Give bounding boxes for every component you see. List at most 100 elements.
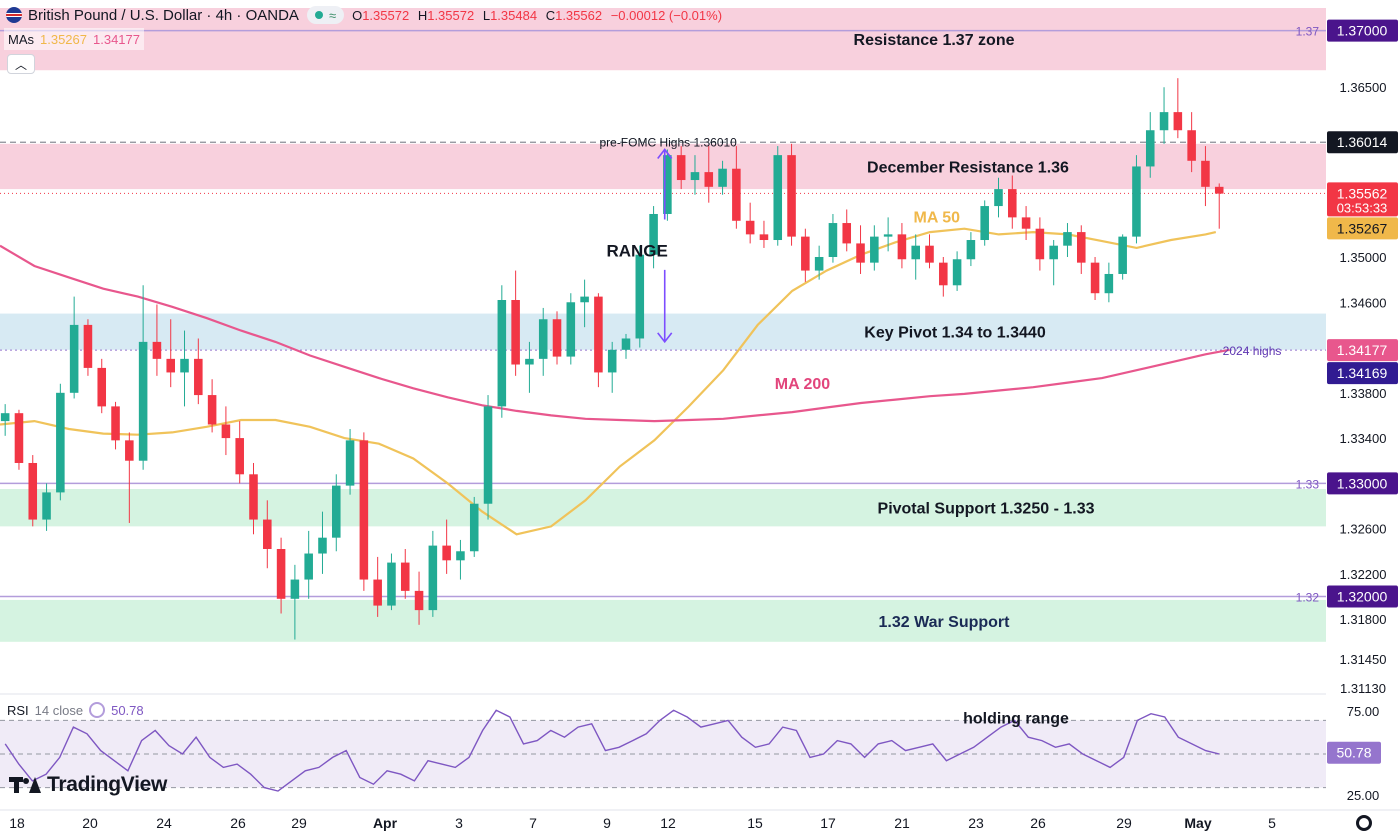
market-open-dot-icon: [314, 11, 323, 19]
candle: [83, 319, 93, 376]
candle-body: [732, 168, 741, 221]
candle-body: [1201, 160, 1210, 187]
candle: [1132, 155, 1141, 244]
range-arrow-head-up: [657, 148, 673, 159]
x-tick-label-7: 7: [529, 815, 537, 831]
tilde-symbol: ≈: [328, 7, 337, 23]
y-tick-label-5: 1.32600: [1340, 522, 1387, 537]
candle-body: [194, 358, 203, 396]
candle-body: [663, 155, 672, 214]
candle: [1063, 223, 1072, 257]
candle: [759, 220, 769, 248]
annotation-3: MA 200: [775, 376, 831, 393]
rsi-legend-value: 50.78: [111, 702, 144, 718]
x-tick-label-0: 18: [9, 815, 25, 831]
price-label-1: [1327, 131, 1398, 154]
candle-body: [235, 438, 244, 475]
candle: [400, 548, 410, 599]
side-label-0: 1.37: [1296, 25, 1320, 39]
candle: [318, 511, 327, 574]
ohlc-open-label: O: [352, 7, 363, 23]
candle: [621, 333, 631, 359]
candle-body: [318, 537, 327, 554]
candle-body: [331, 485, 341, 538]
candle: [97, 358, 107, 414]
symbol-title[interactable]: British Pound / U.S. Dollar · 4h · OANDA: [28, 6, 299, 24]
gear-icon[interactable]: [1356, 815, 1372, 831]
mas-legend[interactable]: MAs 1.35267 1.34177: [4, 28, 144, 50]
y-tick-label-2: 1.34600: [1340, 295, 1387, 310]
candle: [814, 245, 824, 280]
candle: [111, 401, 120, 450]
ohlc-open-value: 1.35572: [362, 7, 410, 23]
candle: [870, 225, 879, 271]
candle: [952, 251, 962, 291]
moving-averages-layer: [0, 227, 1230, 536]
candle: [1187, 112, 1196, 173]
candle-body: [1214, 186, 1224, 194]
candle: [676, 146, 686, 190]
candle-body: [1008, 189, 1017, 218]
candle-body: [870, 236, 879, 263]
candle-body: [263, 519, 272, 549]
x-tick-label-17: 5: [1268, 815, 1276, 831]
candle-body: [152, 341, 162, 359]
candle-body: [1187, 130, 1196, 161]
annotation-1: RANGE: [606, 241, 667, 260]
candle-body: [690, 172, 700, 181]
candle-body: [83, 324, 93, 368]
candle: [442, 519, 451, 574]
candle: [69, 296, 79, 399]
candle-body: [911, 245, 920, 260]
candle-body: [580, 296, 589, 303]
collapse-legend-button[interactable]: ︿: [7, 54, 35, 74]
ohlc-close-label: C: [545, 7, 556, 23]
tradingview-logo[interactable]: TradingView: [9, 772, 167, 798]
candle-body: [456, 551, 465, 561]
candle-body: [166, 358, 175, 373]
candle: [1118, 234, 1127, 280]
x-tick-label-1: 20: [82, 815, 98, 831]
rsi-circle-icon[interactable]: [89, 702, 106, 718]
side-label-6: 1.33: [1296, 477, 1320, 491]
ma200-legend-value: 1.34177: [93, 31, 140, 47]
candle-body: [111, 406, 120, 441]
candle: [1035, 217, 1045, 271]
candle: [1104, 262, 1114, 303]
candle-body: [745, 220, 755, 235]
zone-label-1: December Resistance 1.36: [867, 159, 1069, 176]
candle: [966, 232, 976, 267]
candle-body: [511, 300, 520, 365]
candle: [166, 319, 175, 388]
candle: [911, 234, 920, 280]
rsi-line: [4, 709, 1220, 792]
candle-body: [566, 302, 576, 357]
symbol-header[interactable]: British Pound / U.S. Dollar · 4h · OANDA…: [6, 5, 727, 25]
zone-label-0: Resistance 1.37 zone: [854, 32, 1015, 49]
candles-layer: [0, 78, 1224, 640]
price-label-6: [1327, 472, 1398, 495]
candle-body: [1021, 217, 1031, 229]
candle: [635, 245, 645, 348]
candle: [511, 270, 520, 376]
candle: [1049, 240, 1058, 286]
candle: [828, 213, 838, 263]
candle-body: [1173, 112, 1183, 131]
price-label-text-0: 1.37000: [1337, 23, 1388, 39]
candle: [1201, 146, 1210, 207]
rsi-axis-label-1: 25.00: [1347, 788, 1380, 803]
rsi-legend[interactable]: RSI 14 close 50.78: [7, 701, 144, 719]
candle-body: [359, 440, 369, 580]
candle-body: [138, 341, 148, 461]
candle-body: [290, 579, 300, 599]
x-tick-label-10: 15: [747, 815, 763, 831]
candle: [580, 279, 589, 328]
candle-body: [925, 245, 934, 263]
zone-4: [0, 599, 1326, 642]
candle: [194, 338, 203, 405]
market-status-pill[interactable]: ≈: [306, 6, 345, 24]
candle: [690, 155, 700, 195]
candle: [883, 217, 893, 252]
